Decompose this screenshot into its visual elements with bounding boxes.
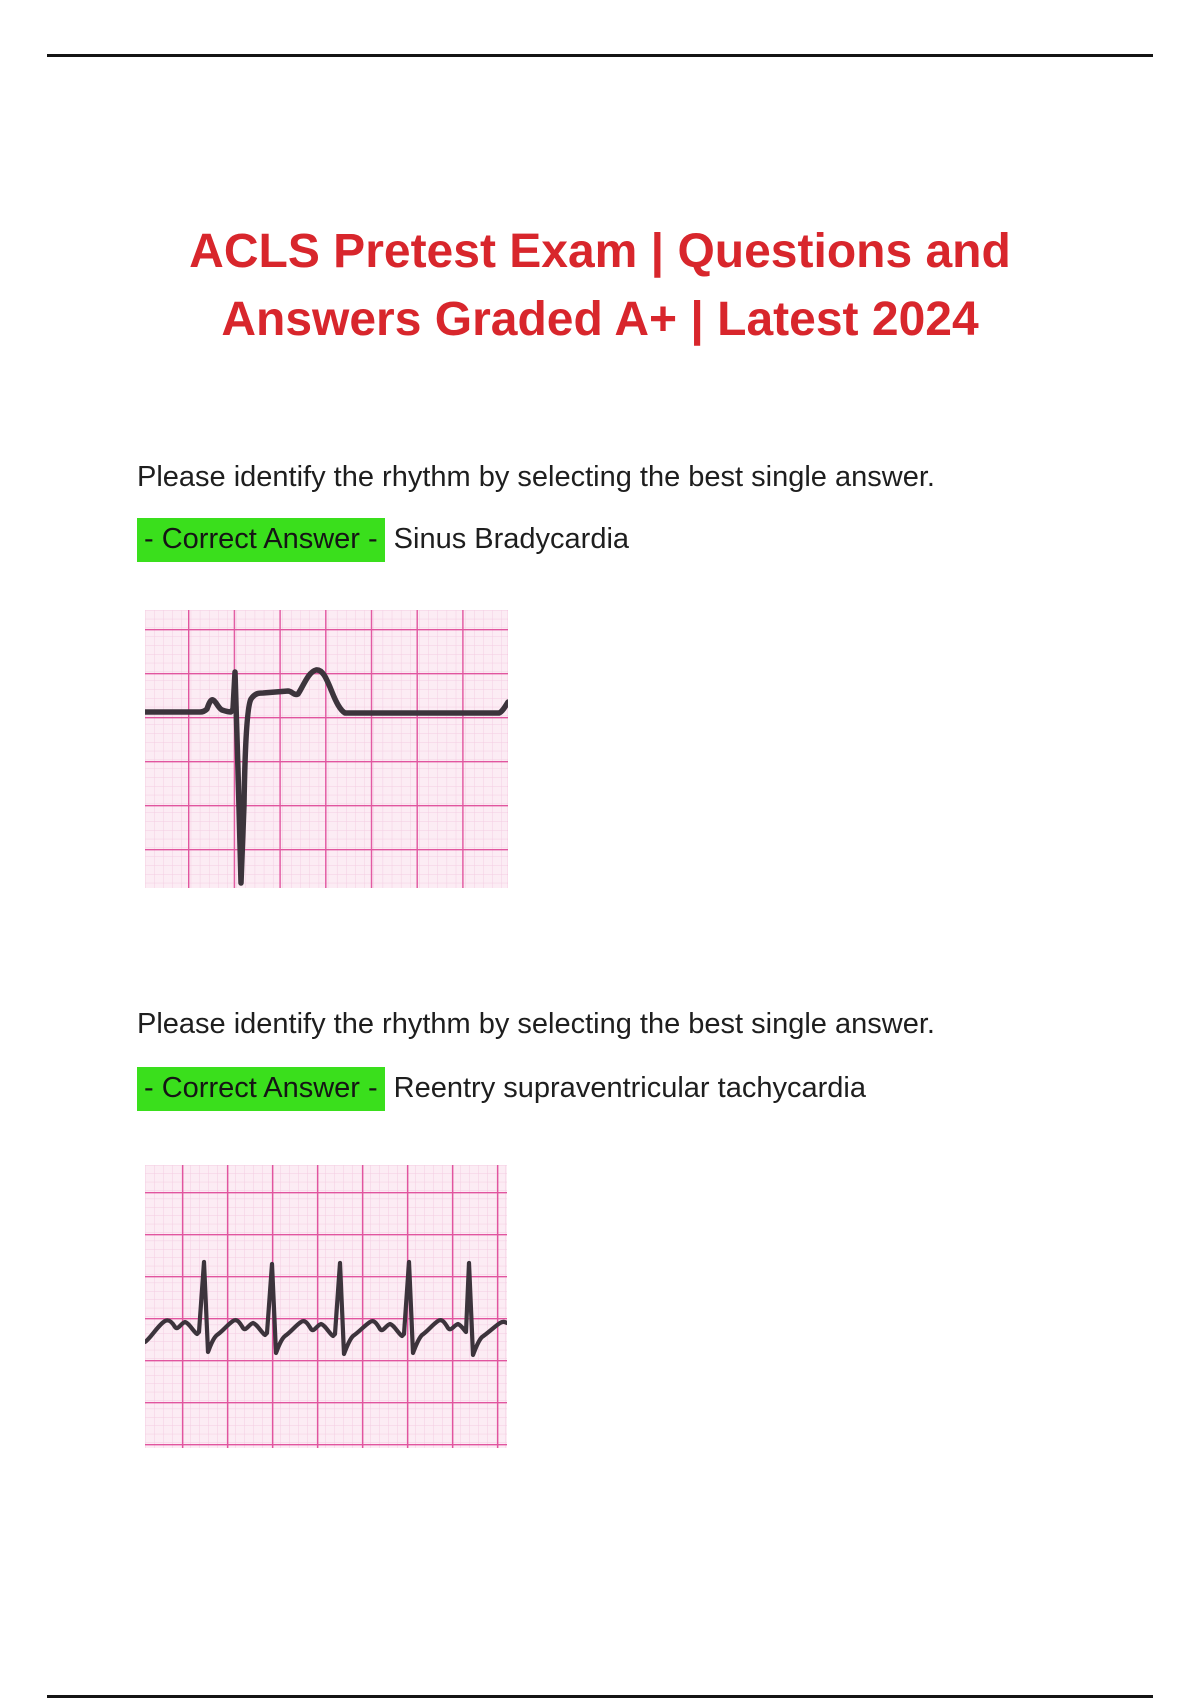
question-2-answer-row: - Correct Answer - Reentry supraventricul…: [137, 1067, 866, 1111]
question-1-prompt: Please identify the rhythm by selecting …: [137, 461, 935, 493]
ecg-trace-sinus-bradycardia: [145, 667, 508, 886]
question-2-prompt: Please identify the rhythm by selecting …: [137, 1008, 935, 1040]
question-1-answer-row: - Correct Answer - Sinus Bradycardia: [137, 518, 629, 562]
ecg-strip-sinus-bradycardia: [145, 610, 508, 888]
question-2-answer: Reentry supraventricular tachycardia: [393, 1072, 866, 1104]
correct-answer-highlight: - Correct Answer -: [137, 518, 385, 562]
top-horizontal-rule: [47, 54, 1153, 57]
bottom-horizontal-rule: [47, 1695, 1153, 1698]
page-title-line-1: ACLS Pretest Exam | Questions and: [189, 225, 1011, 278]
ecg-strip-reentry-svt: [145, 1165, 507, 1448]
page-title-line-2: Answers Graded A+ | Latest 2024: [221, 293, 979, 346]
page-title: ACLS Pretest Exam | Questions and Answer…: [0, 218, 1200, 354]
question-1-answer: Sinus Bradycardia: [393, 523, 630, 555]
ecg-trace-reentry-svt: [145, 1259, 507, 1358]
correct-answer-highlight: - Correct Answer -: [137, 1067, 385, 1111]
